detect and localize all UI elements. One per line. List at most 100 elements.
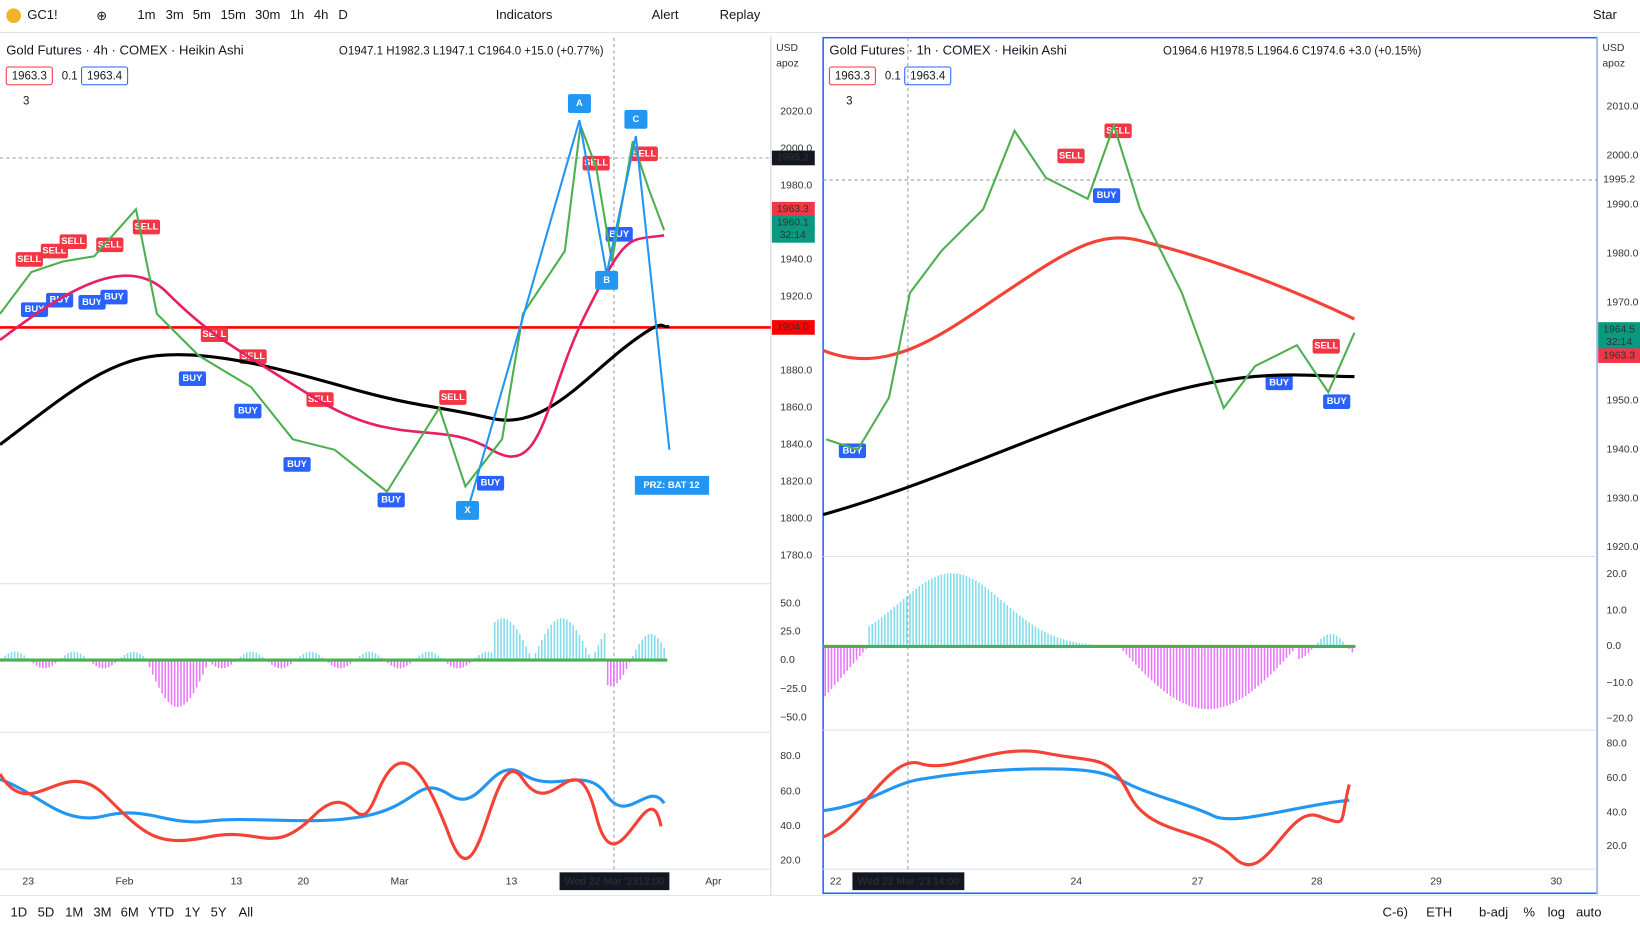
range-button[interactable]: 1D: [10, 905, 27, 920]
range-button[interactable]: 1Y: [184, 905, 200, 920]
signal-label: SELL: [1106, 124, 1130, 135]
range-button[interactable]: YTD: [148, 905, 174, 920]
footer-toggle[interactable]: auto: [1576, 905, 1601, 920]
footer-toggle[interactable]: %: [1523, 905, 1535, 920]
pattern-label: X: [464, 504, 471, 515]
price-badge-label: 1963.3: [777, 204, 809, 215]
price-tick: 1820.0: [780, 477, 812, 488]
pattern-point: [567, 94, 591, 114]
time-tick: Mar: [391, 877, 409, 888]
signal-tag: [178, 371, 207, 386]
interval[interactable]: 5m: [193, 7, 211, 22]
ohlc: O1947.1 H1982.3 L1947.1 C1964.0 +15.0 (+…: [339, 45, 604, 57]
signal-tag: [476, 475, 505, 491]
rsi-a: [822, 767, 1350, 821]
signal-tag: [59, 234, 87, 249]
interval[interactable]: 15m: [221, 7, 247, 22]
rsi-b: [822, 749, 1351, 867]
signal-label: BUY: [238, 405, 259, 416]
ask: 1963.4: [87, 70, 123, 82]
price-badge: [771, 320, 815, 335]
crosshair-time: 14:00: [933, 877, 959, 888]
price-badge-label: 1904.0: [777, 322, 809, 333]
range-button[interactable]: 3M: [93, 905, 111, 920]
signal-label: SELL: [441, 391, 465, 402]
time-tick: 13: [231, 877, 243, 888]
symbol[interactable]: GC1!: [27, 7, 58, 22]
range-button[interactable]: 5D: [38, 905, 55, 920]
time-tick: 13: [506, 877, 518, 888]
indicator-count[interactable]: 3: [23, 96, 29, 108]
pattern-label: A: [576, 97, 583, 108]
price-tick: 2010.0: [1607, 102, 1639, 113]
osc-tick: −50.0: [780, 712, 807, 723]
signal-tag: [20, 302, 49, 317]
indicator-count[interactable]: 3: [846, 96, 852, 108]
time-tick: 20: [298, 877, 310, 888]
spread: 0.1: [62, 70, 78, 82]
indicators-button[interactable]: Indicators: [496, 7, 553, 22]
osc-tick: 0.0: [780, 655, 795, 666]
star-button[interactable]: Star: [1593, 7, 1618, 22]
range-button[interactable]: 1M: [65, 905, 83, 920]
osc-tick: −25.0: [780, 684, 807, 695]
signal-label: BUY: [1327, 395, 1348, 406]
signal-tag: [1057, 148, 1085, 164]
osc-tick: 10.0: [1607, 606, 1628, 617]
signal-label: BUY: [609, 228, 630, 239]
signal-tag: [439, 390, 467, 405]
price-tick: 1880.0: [780, 365, 812, 376]
price: [825, 122, 1356, 452]
signal-label: BUY: [842, 444, 863, 455]
osc-tick: 0.0: [1607, 641, 1622, 652]
interval[interactable]: 30m: [255, 7, 281, 22]
footer-toggle[interactable]: ETH: [1426, 905, 1452, 920]
signal-tag: [239, 349, 267, 365]
crosshair-box: [852, 872, 965, 891]
osc-tick: −20.0: [1607, 713, 1634, 724]
signal-label: SELL: [584, 157, 608, 168]
signal-tag: [1312, 338, 1340, 354]
crosshair-box: [559, 872, 670, 891]
signal-label: BUY: [381, 493, 402, 504]
time-tick: 28: [1311, 877, 1323, 888]
price-badge: [771, 215, 815, 231]
footer-toggle[interactable]: log: [1548, 905, 1565, 920]
time-tick: Feb: [115, 877, 133, 888]
price-tick: 1940.0: [780, 254, 812, 265]
price-tick: 1800.0: [780, 514, 812, 525]
price-tick: 1860.0: [780, 403, 812, 414]
price-tick: 1990.0: [1607, 200, 1639, 211]
price-badge: [1598, 172, 1640, 188]
signal-label: BUY: [1097, 189, 1118, 200]
price-badge-label: 1960.1: [777, 218, 809, 229]
footer-toggle[interactable]: C-6): [1383, 905, 1408, 920]
range-button[interactable]: 5Y: [211, 905, 227, 920]
ma-slow: [822, 373, 1355, 517]
logo: [6, 8, 21, 24]
pattern-label: C: [633, 113, 640, 124]
alert-button[interactable]: Alert: [652, 7, 679, 22]
interval[interactable]: 3m: [166, 7, 184, 22]
content: GC1! ⊕ 1m 3m 5m 15m 30m 1h 4h D Indicators Alert Rep…: [0, 7, 1640, 920]
price-tick: 1950.0: [1607, 395, 1639, 406]
price-tick: 1780.0: [780, 551, 812, 562]
interval[interactable]: 4h: [314, 7, 329, 22]
time-tick: 24: [1070, 877, 1082, 888]
range-button[interactable]: 6M: [121, 905, 139, 920]
interval[interactable]: D: [338, 7, 347, 22]
crosshair-date: Wed 22 Mar '23: [858, 877, 931, 888]
interval[interactable]: 1h: [290, 7, 305, 22]
pattern-point: [456, 501, 480, 520]
signal-label: SELL: [98, 238, 122, 249]
range-button[interactable]: All: [239, 905, 254, 920]
replay-button[interactable]: Replay: [720, 7, 761, 22]
price-badge: [771, 228, 815, 243]
footer-toggle[interactable]: b-adj: [1479, 905, 1508, 920]
price-tick: 1930.0: [1607, 493, 1639, 504]
signal-label: BUY: [1269, 376, 1290, 387]
interval[interactable]: 1m: [137, 7, 155, 22]
ma-fast: [0, 234, 665, 458]
price-badge-label: 32:14: [780, 230, 806, 241]
